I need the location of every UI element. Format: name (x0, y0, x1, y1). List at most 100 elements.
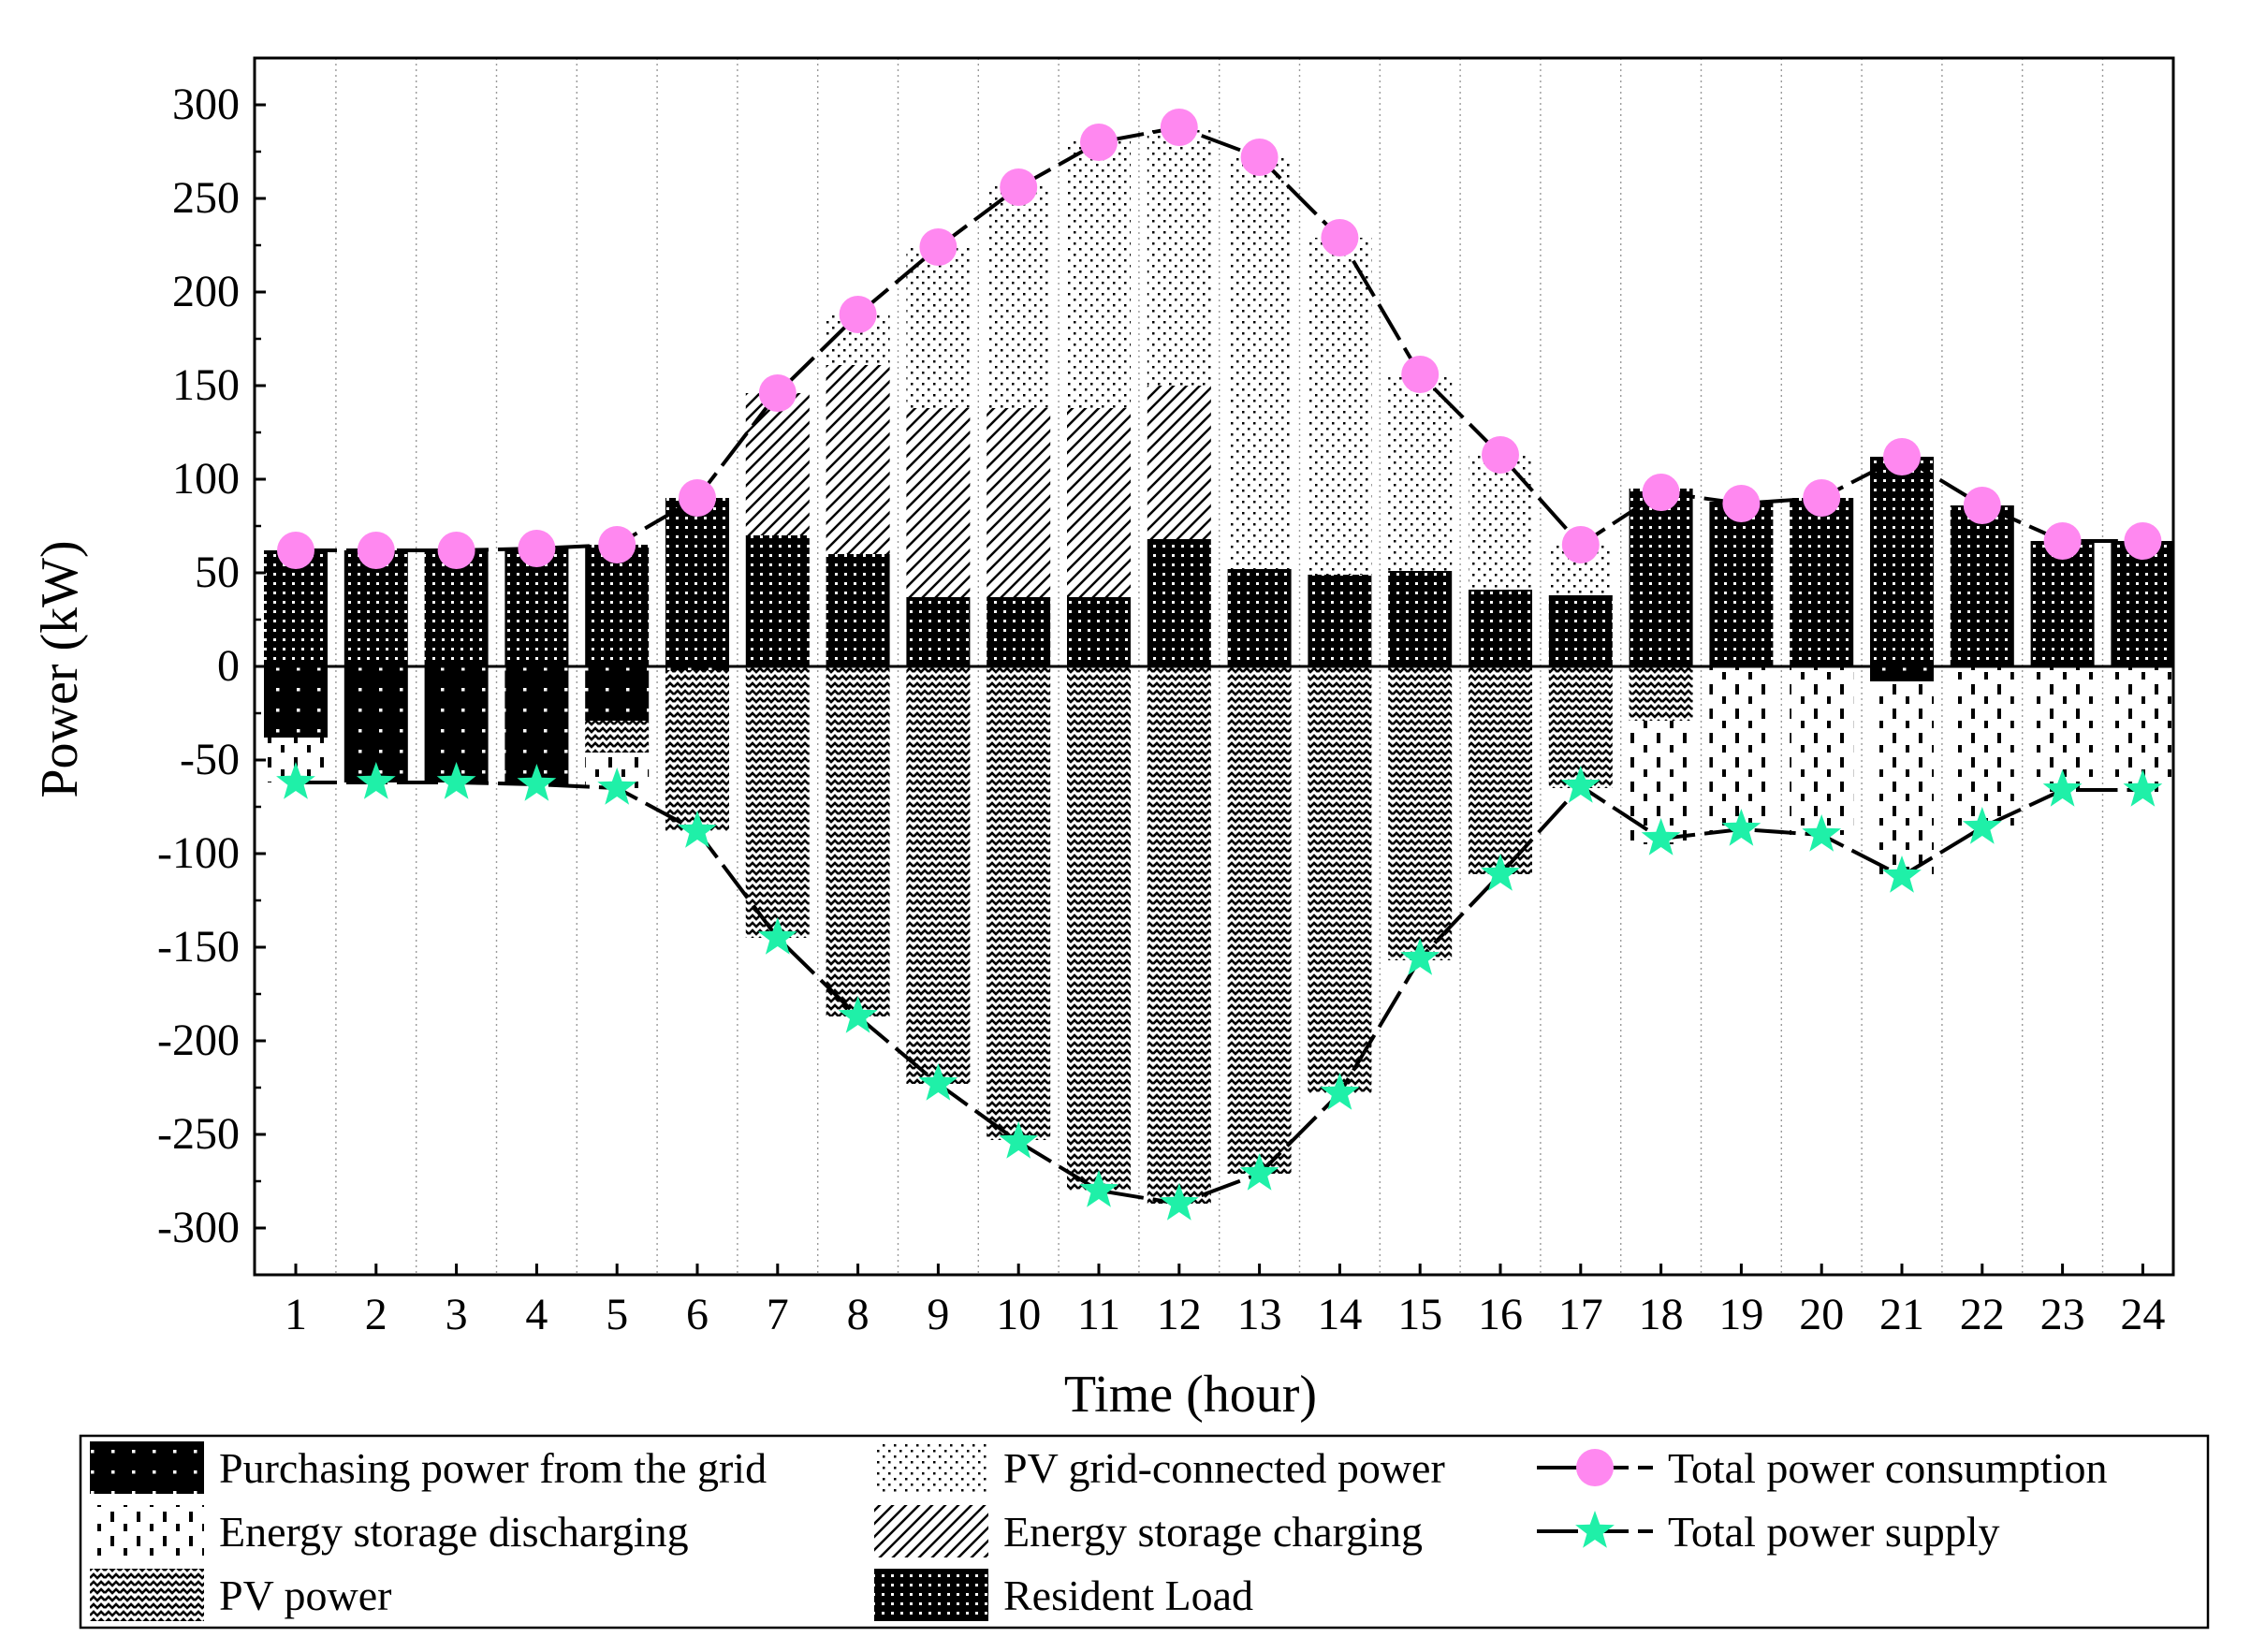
legend-swatch-zigzag (90, 1569, 204, 1621)
supply-marker (1400, 938, 1440, 975)
y-tick-label: 0 (217, 641, 240, 691)
bar-hatch (1147, 386, 1211, 539)
bar-resident (1227, 569, 1292, 666)
consumption-marker (919, 228, 957, 266)
bar-dots (1147, 127, 1211, 386)
bar-zigzag (1629, 666, 1693, 721)
x-tick-label: 15 (1397, 1290, 1442, 1339)
bar-hatch (906, 408, 971, 597)
x-tick-label: 11 (1077, 1290, 1120, 1339)
bar-resident (1147, 539, 1211, 666)
bar-hatch (826, 365, 890, 554)
supply-marker (999, 1121, 1039, 1159)
y-tick-label: 100 (172, 454, 240, 504)
bar-purchase (665, 666, 729, 670)
supply-marker (757, 917, 797, 955)
bar-zigzag (745, 666, 810, 938)
x-tick-label: 9 (927, 1290, 949, 1339)
bar-dots (906, 245, 971, 408)
bar-zigzag (1227, 666, 1292, 1174)
consumption-marker (1000, 168, 1038, 206)
legend-consumption-marker (1576, 1449, 1614, 1486)
supply-marker (2123, 769, 2163, 807)
x-tick-label: 10 (996, 1290, 1041, 1339)
x-tick-label: 12 (1157, 1290, 1202, 1339)
consumption-marker (758, 374, 797, 412)
legend-swatch-resident (874, 1569, 988, 1621)
x-tick-label: 3 (446, 1290, 468, 1339)
x-axis-title: Time (hour) (1064, 1366, 1317, 1424)
supply-marker (1641, 818, 1681, 855)
bar-resident (1308, 575, 1372, 666)
supply-marker (597, 768, 637, 805)
bar-dots (1469, 455, 1532, 590)
y-tick-label: 300 (172, 80, 240, 129)
supply-marker (2042, 769, 2083, 807)
bar-resident (1870, 457, 1934, 666)
supply-marker (1882, 855, 1922, 893)
legend-swatch-purchase (90, 1441, 204, 1494)
legend-label: Total power supply (1668, 1508, 2000, 1556)
x-tick-label: 20 (1799, 1290, 1844, 1339)
x-tick-label: 23 (2040, 1290, 2085, 1339)
y-tick-label: 150 (172, 360, 240, 410)
bar-zigzag (987, 666, 1051, 1140)
y-tick-label: 250 (172, 173, 240, 223)
bar-resident (1709, 502, 1774, 666)
x-tick-label: 1 (285, 1290, 307, 1339)
legend-swatch-dots (874, 1441, 988, 1494)
x-tick-label: 2 (365, 1290, 387, 1339)
legend-label: Purchasing power from the grid (219, 1444, 767, 1492)
bar-zigzag (1469, 666, 1532, 874)
bar-dashes (1870, 681, 1934, 876)
consumption-marker (2043, 522, 2082, 560)
x-tick-label: 19 (1718, 1290, 1763, 1339)
x-tick-label: 14 (1317, 1290, 1362, 1339)
bar-resident (1629, 489, 1693, 666)
bar-zigzag (1308, 666, 1372, 1093)
x-tick-label: 7 (767, 1290, 789, 1339)
supply-marker (276, 762, 315, 799)
x-tick-label: 24 (2120, 1290, 2165, 1339)
supply-marker (436, 762, 476, 799)
supply-marker (678, 811, 717, 848)
y-tick-label: -100 (157, 828, 240, 878)
bar-hatch (1067, 408, 1131, 597)
bar-purchase (585, 666, 650, 721)
series-lines (276, 109, 2163, 1221)
supply-marker (1079, 1170, 1118, 1207)
consumption-marker (1963, 487, 2001, 524)
supply-marker (1962, 807, 2002, 844)
bar-dashes (1709, 666, 1774, 831)
bar-dots (1067, 140, 1131, 408)
consumption-marker (1803, 479, 1841, 517)
bar-resident (1790, 498, 1854, 666)
bar-zigzag (906, 666, 971, 1084)
supply-marker (1721, 809, 1761, 846)
bar-resident (1469, 590, 1532, 666)
x-tick-label: 4 (525, 1290, 548, 1339)
x-tick-label: 18 (1639, 1290, 1684, 1339)
supply-marker (356, 762, 396, 799)
y-tick-label: 200 (172, 267, 240, 316)
y-axis-title: Power (kW) (31, 540, 89, 797)
bar-purchase (264, 666, 328, 738)
bar-resident (2030, 541, 2095, 666)
bar-resident (504, 548, 569, 666)
x-tick-label: 6 (686, 1290, 709, 1339)
supply-marker (1239, 1153, 1279, 1191)
supply-marker (1802, 814, 1842, 852)
consumption-marker (1401, 356, 1440, 393)
bar-resident (906, 597, 971, 666)
supply-marker (1320, 1073, 1360, 1110)
legend-label: Energy storage charging (1003, 1508, 1423, 1556)
consumption-marker (518, 530, 556, 567)
bar-resident (1950, 505, 2014, 666)
y-tick-label: -50 (180, 735, 240, 784)
bar-dots (1308, 238, 1372, 575)
x-tick-label: 16 (1478, 1290, 1523, 1339)
consumption-marker (1482, 436, 1519, 474)
bar-resident (1067, 597, 1131, 666)
bars (264, 127, 2173, 1204)
